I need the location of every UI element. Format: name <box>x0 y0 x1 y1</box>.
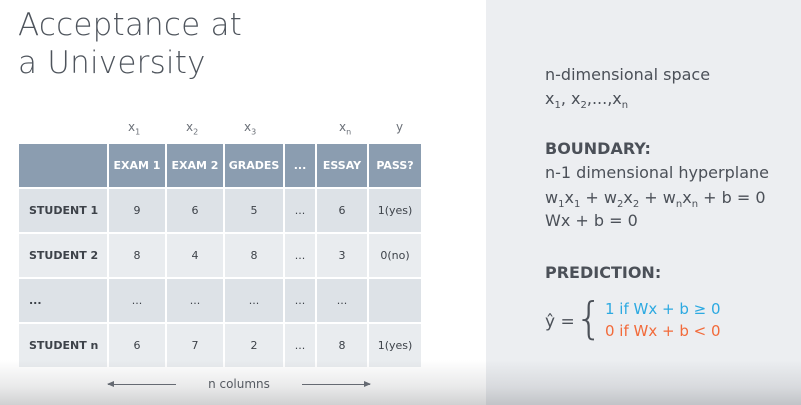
table-cell: STUDENT 1 <box>17 187 109 234</box>
case-negative: 0 if Wx + b < 0 <box>605 322 721 340</box>
table-cell: 8 <box>223 232 285 279</box>
hyperplane-label: n-1 dimensional hyperplane <box>545 163 769 182</box>
title-line-1: Acceptance at <box>18 7 243 43</box>
table-cell: ... <box>283 322 317 369</box>
arrow-right-icon <box>302 381 371 387</box>
table-cell: 0(no) <box>367 232 423 279</box>
table-header-cell: PASS? <box>367 142 423 189</box>
table-cell: ... <box>283 232 317 279</box>
table-cell: STUDENT n <box>17 322 109 369</box>
table-cell: ... <box>283 187 317 234</box>
yhat-symbol: ŷ = <box>545 312 575 332</box>
table-row: STUDENT 1 9 6 5 ... 6 1(yes) <box>17 187 423 234</box>
slide-right-panel <box>486 0 801 405</box>
table-cell: 6 <box>107 322 167 369</box>
column-var-x2: x2 <box>186 120 199 137</box>
table-cell: 9 <box>107 187 167 234</box>
table-cell: 1(yes) <box>367 322 423 369</box>
table-cell: 4 <box>165 232 225 279</box>
n-columns-label: n columns <box>208 377 270 391</box>
prediction-formula: ŷ = { 1 if Wx + b ≥ 0 0 if Wx + b < 0 <box>545 294 785 346</box>
table-header-cell: EXAM 1 <box>107 142 167 189</box>
space-label: n-dimensional space <box>545 65 711 84</box>
table-row: STUDENT n 6 7 2 ... 8 1(yes) <box>17 322 423 369</box>
n-columns-indicator: n columns <box>107 377 371 393</box>
table-cell: ... <box>283 277 317 324</box>
table-cell: 3 <box>315 232 369 279</box>
arrow-left-icon <box>107 381 176 387</box>
table-row: ... ... ... ... ... ... <box>17 277 423 324</box>
column-var-xn: xn <box>339 120 352 137</box>
table-cell: ... <box>17 277 109 324</box>
table-header-cell: ESSAY <box>315 142 369 189</box>
table-cell: 8 <box>107 232 167 279</box>
equation-expanded: w1x1 + w2x2 + wnxn + b = 0 <box>545 188 766 211</box>
table-header-cell <box>17 142 109 189</box>
table-cell: STUDENT 2 <box>17 232 109 279</box>
brace-icon: { <box>575 293 603 344</box>
column-var-x3: x3 <box>244 120 257 137</box>
table-header-cell: GRADES <box>223 142 285 189</box>
table-row: STUDENT 2 8 4 8 ... 3 0(no) <box>17 232 423 279</box>
equation-compact: Wx + b = 0 <box>545 211 638 230</box>
table-cell: ... <box>223 277 285 324</box>
table-cell: ... <box>107 277 167 324</box>
table-cell: ... <box>315 277 369 324</box>
prediction-label: PREDICTION: <box>545 263 662 282</box>
table-cell: 6 <box>165 187 225 234</box>
table-cell: 2 <box>223 322 285 369</box>
student-table: EXAM 1 EXAM 2 GRADES ... ESSAY PASS? STU… <box>17 142 423 369</box>
table-header-cell: EXAM 2 <box>165 142 225 189</box>
table-cell: 5 <box>223 187 285 234</box>
column-var-y: y <box>396 120 404 134</box>
table-cell: ... <box>165 277 225 324</box>
slide-title: Acceptance at a University <box>18 6 242 82</box>
table-header-cell: ... <box>283 142 317 189</box>
boundary-label: BOUNDARY: <box>545 139 651 158</box>
table-cell <box>367 277 423 324</box>
title-line-2: a University <box>18 45 206 81</box>
table-cell: 1(yes) <box>367 187 423 234</box>
table-cell: 6 <box>315 187 369 234</box>
column-var-x1: x1 <box>128 120 141 137</box>
table-header-row: EXAM 1 EXAM 2 GRADES ... ESSAY PASS? <box>17 142 423 189</box>
case-positive: 1 if Wx + b ≥ 0 <box>605 300 721 318</box>
table-cell: 8 <box>315 322 369 369</box>
table-cell: 7 <box>165 322 225 369</box>
space-vars: x1, x2,...,xn <box>545 89 629 112</box>
